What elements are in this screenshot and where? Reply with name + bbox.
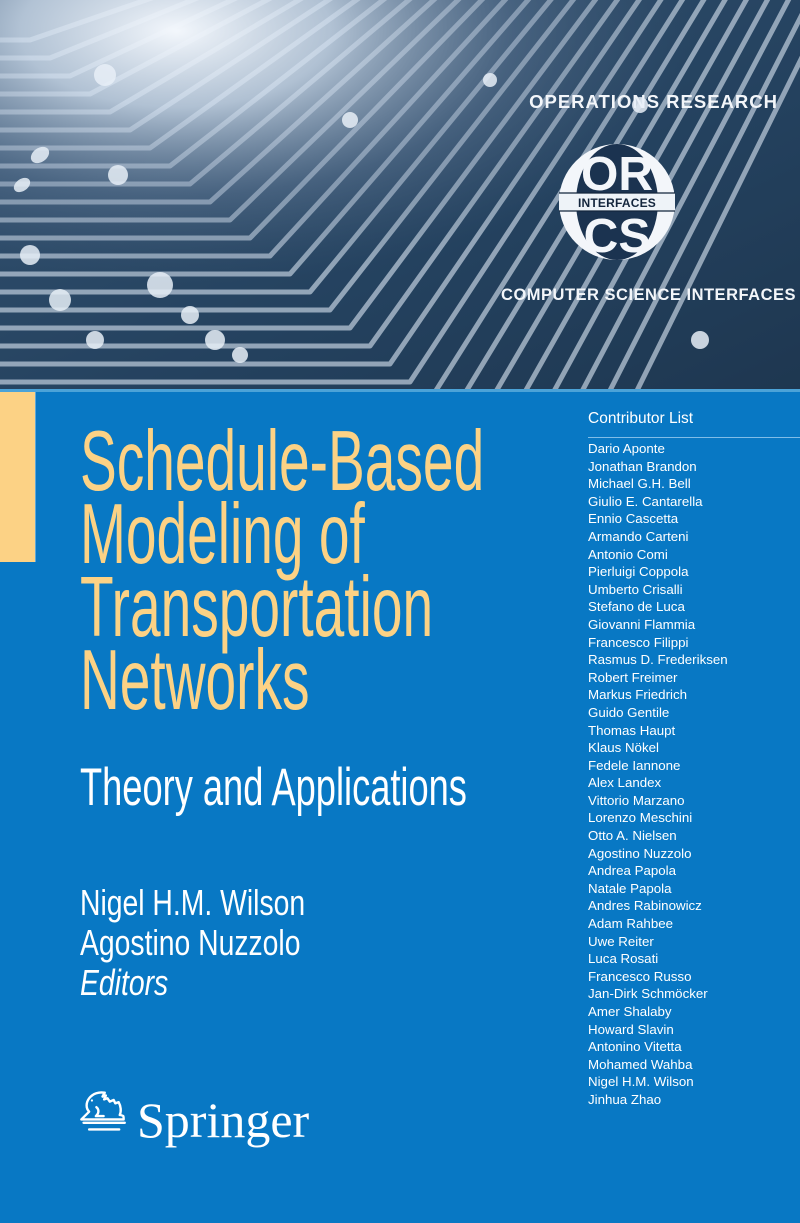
svg-text:OPERATIONS RESEARCH: OPERATIONS RESEARCH [529,91,778,112]
svg-text:INTERFACES: INTERFACES [578,196,656,210]
svg-text:OR: OR [581,148,653,201]
svg-text:CS: CS [584,210,651,263]
svg-text:COMPUTER SCIENCE INTERFACES: COMPUTER SCIENCE INTERFACES [501,286,796,304]
